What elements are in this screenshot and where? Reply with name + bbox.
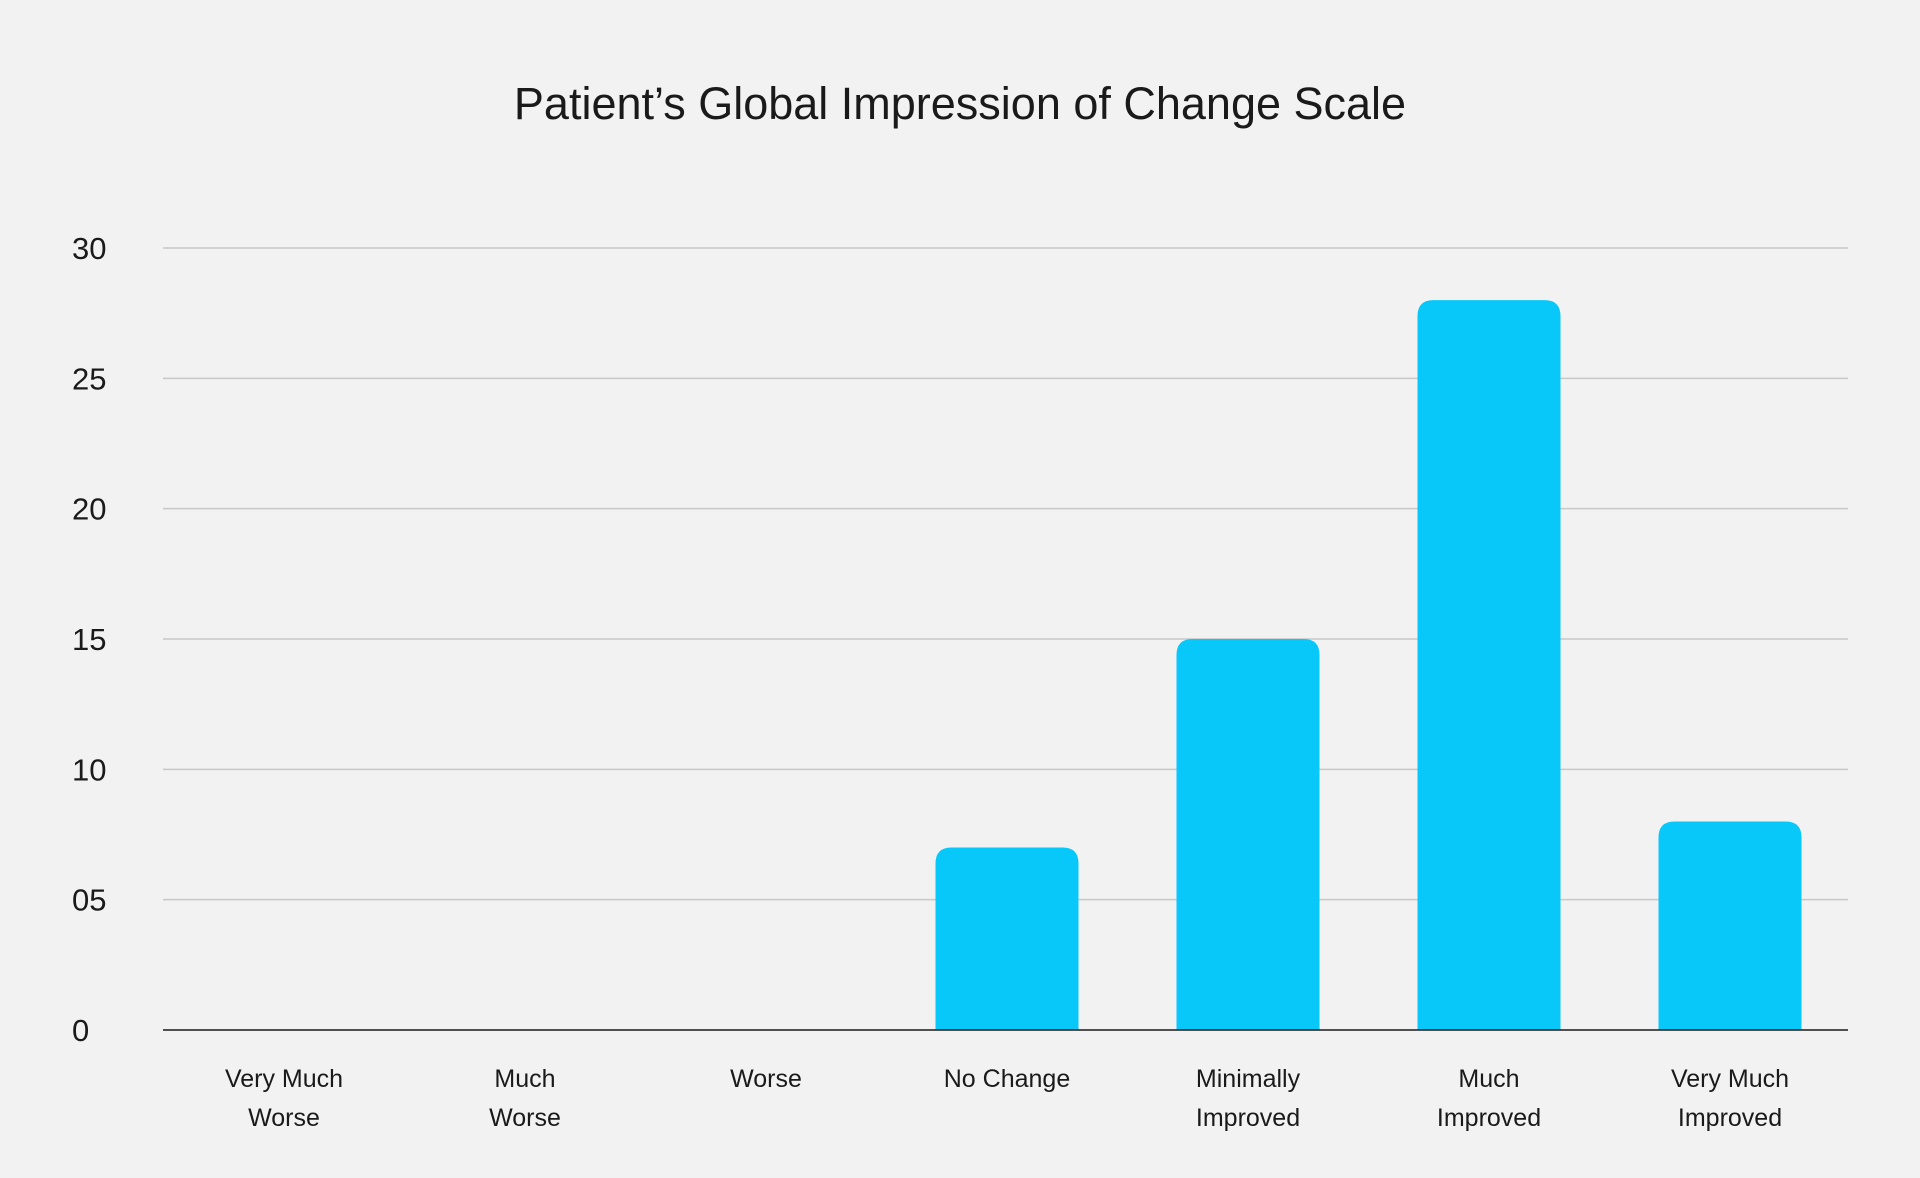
x-category-label-line: Very Much [1671, 1065, 1789, 1093]
x-category-label-line: Worse [489, 1104, 561, 1132]
y-tick-label: 0 [72, 1013, 89, 1048]
x-axis-labels: Very Much Worse Much Worse Worse No Change Min… [225, 1065, 1789, 1132]
x-category-label: Minimally Improved [1196, 1065, 1301, 1132]
bar [1417, 300, 1561, 1031]
x-category-label-line: Much [494, 1065, 555, 1093]
x-category-label: No Change [944, 1065, 1070, 1093]
x-category-label-line: Improved [1196, 1104, 1300, 1132]
y-tick-label: 30 [72, 231, 106, 266]
x-category-label-line: No Change [944, 1065, 1070, 1093]
y-tick-label: 10 [72, 752, 106, 787]
x-category-label-line: Worse [248, 1104, 320, 1132]
x-category-label-line: Minimally [1196, 1065, 1301, 1093]
x-category-label-line: Worse [730, 1065, 802, 1093]
bar [935, 847, 1079, 1030]
y-axis-ticks: 0 05 10 15 20 25 30 [72, 231, 106, 1048]
bar [1176, 639, 1320, 1030]
y-tick-label: 15 [72, 622, 106, 657]
y-tick-label: 20 [72, 492, 106, 527]
x-category-label: Very Much Improved [1671, 1065, 1789, 1132]
x-category-label: Very Much Worse [225, 1065, 343, 1132]
y-tick-label: 25 [72, 361, 106, 396]
x-category-label-line: Much [1458, 1065, 1519, 1093]
x-category-label-line: Improved [1678, 1104, 1782, 1132]
bar [1658, 821, 1802, 1030]
chart-title: Patient’s Global Impression of Change Sc… [513, 78, 1407, 129]
y-tick-label: 05 [72, 883, 106, 918]
gridlines [163, 247, 1848, 901]
x-category-label: Worse [730, 1065, 802, 1093]
x-category-label: Much Worse [489, 1065, 561, 1132]
x-category-label-line: Very Much [225, 1065, 343, 1093]
x-category-label: Much Improved [1437, 1065, 1541, 1132]
x-category-label-line: Improved [1437, 1104, 1541, 1132]
bars [935, 300, 1802, 1031]
